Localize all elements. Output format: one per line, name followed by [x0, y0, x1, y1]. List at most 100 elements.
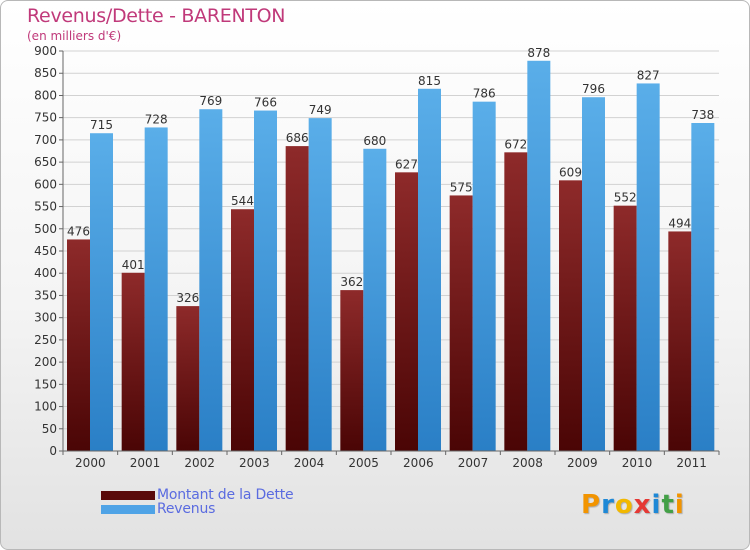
y-tick-label: 550: [34, 200, 57, 214]
legend-swatch-revenus: [101, 504, 155, 514]
data-label: 672: [504, 137, 527, 151]
bar-dette: [176, 306, 200, 451]
bar-dette: [613, 205, 637, 451]
bar-revenus: [308, 118, 332, 451]
y-tick-label: 300: [34, 311, 57, 325]
y-tick-label: 600: [34, 177, 57, 191]
bars: [67, 60, 715, 452]
bar-revenus: [90, 133, 113, 451]
y-tick-label: 850: [34, 66, 57, 80]
chart-subtitle: (en milliers d'€): [27, 29, 122, 43]
y-tick-label: 900: [34, 44, 57, 58]
data-label: 609: [559, 165, 582, 179]
bar-dette: [231, 209, 254, 451]
x-tick-label: 2009: [567, 456, 598, 470]
x-axis-ticks: 2000 2001 2002 2003 2004 2005 2006 2007 2008 2009…: [62, 451, 720, 470]
logo-letter: r: [601, 490, 615, 520]
legend-item-debt: Montant de la Dette: [101, 487, 294, 503]
y-tick-label: 750: [34, 111, 57, 125]
bar-dette: [449, 195, 473, 451]
data-label: 728: [145, 112, 168, 126]
bar-dette: [121, 272, 145, 451]
y-axis-ticks: 0 50 100 150 200 250 300 350 400 450 500 550 600 650 7…: [34, 44, 63, 458]
y-tick-label: 800: [34, 88, 57, 102]
data-label: 815: [418, 74, 441, 88]
data-label: 827: [637, 68, 660, 82]
logo-letter: t: [661, 490, 675, 520]
legend-item-revenus: Revenus: [101, 501, 215, 517]
logo-letter: i: [651, 490, 662, 520]
bar-revenus: [636, 83, 660, 451]
legend-swatch-debt: [101, 490, 155, 500]
logo-letter: o: [614, 490, 634, 520]
x-tick-label: 2007: [458, 456, 489, 470]
bar-revenus: [254, 110, 277, 452]
logo-letter: P: [581, 490, 602, 520]
data-label: 552: [614, 191, 637, 205]
data-label: 627: [395, 157, 418, 171]
data-label: 401: [122, 258, 145, 272]
data-label: 878: [527, 46, 550, 60]
data-label: 749: [309, 103, 332, 117]
bar-revenus: [363, 148, 387, 451]
y-tick-label: 0: [49, 444, 57, 458]
x-tick-label: 2008: [512, 456, 543, 470]
x-tick-label: 2000: [75, 456, 106, 470]
data-label: 738: [691, 108, 714, 122]
data-label: 796: [582, 82, 605, 96]
x-tick-label: 2006: [403, 456, 434, 470]
x-tick-label: 2011: [676, 456, 707, 470]
data-label: 769: [199, 94, 222, 108]
data-label: 715: [90, 118, 113, 132]
legend-label-revenus: Revenus: [157, 501, 216, 517]
axes: [62, 51, 719, 452]
data-label: 326: [176, 291, 199, 305]
logo-letter: i: [674, 490, 685, 520]
x-tick-label: 2004: [294, 456, 325, 470]
bar-revenus: [144, 127, 168, 451]
x-tick-label: 2002: [184, 456, 215, 470]
data-label: 494: [668, 216, 691, 230]
data-label: 686: [286, 131, 309, 145]
bar-dette: [67, 239, 90, 451]
logo-letter: x: [633, 490, 652, 520]
legend-label-debt: Montant de la Dette: [157, 487, 294, 503]
bar-dette: [504, 152, 528, 452]
y-tick-label: 50: [42, 422, 57, 436]
bar-dette: [395, 172, 418, 452]
y-tick-label: 500: [34, 222, 57, 236]
chart-title: Revenus/Dette - BARENTON: [27, 5, 286, 27]
y-tick-label: 150: [34, 377, 57, 391]
grid-lines: [63, 50, 719, 430]
proxiti-logo: Proxiti: [581, 490, 685, 520]
data-label: 766: [254, 96, 277, 110]
bar-revenus: [418, 88, 441, 452]
data-label: 362: [340, 275, 363, 289]
bar-dette: [340, 290, 364, 451]
bar-dette: [668, 231, 692, 451]
data-label: 786: [473, 87, 496, 101]
bar-revenus: [472, 101, 496, 452]
bar-dette: [559, 180, 582, 452]
data-label: 544: [231, 194, 254, 208]
bar-dette: [285, 146, 309, 451]
y-tick-label: 250: [34, 333, 57, 347]
y-tick-label: 650: [34, 155, 57, 169]
y-tick-label: 700: [34, 133, 57, 147]
y-tick-label: 450: [34, 244, 57, 258]
y-tick-label: 400: [34, 266, 57, 280]
bar-revenus: [527, 60, 551, 452]
data-label: 680: [363, 134, 386, 148]
x-tick-label: 2005: [348, 456, 379, 470]
y-tick-label: 350: [34, 288, 57, 302]
x-tick-label: 2003: [239, 456, 270, 470]
bar-revenus: [199, 109, 223, 451]
x-tick-label: 2001: [130, 456, 161, 470]
data-label: 575: [450, 180, 473, 194]
data-label: 476: [67, 224, 90, 238]
x-tick-label: 2010: [622, 456, 653, 470]
bar-revenus: [691, 123, 715, 451]
